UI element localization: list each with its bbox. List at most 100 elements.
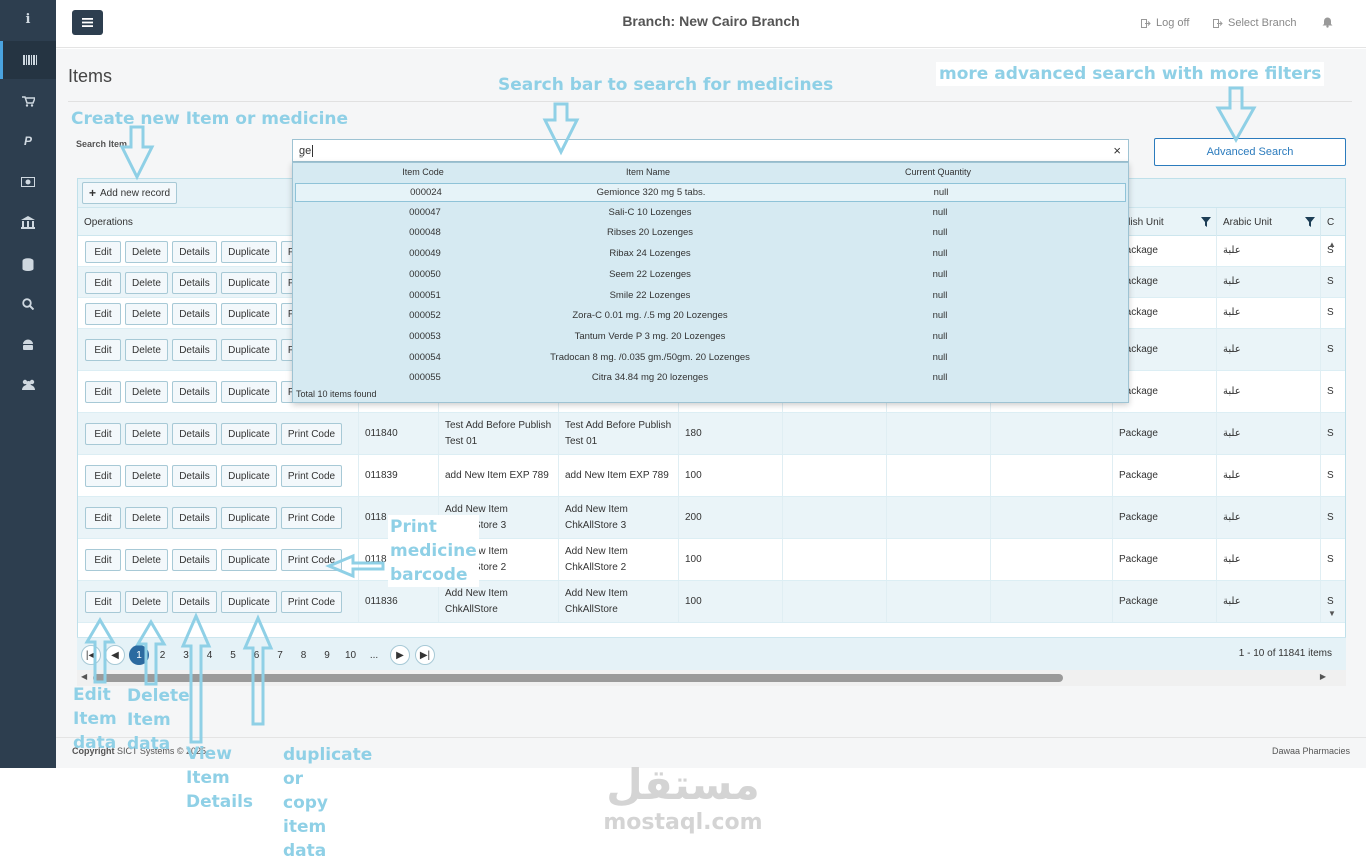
duplicate-button[interactable]: Duplicate [221,381,277,403]
duplicate-button[interactable]: Duplicate [221,423,277,445]
edit-button[interactable]: Edit [85,303,121,325]
prev-page-icon[interactable]: ◀ [105,645,125,665]
delete-button[interactable]: Delete [125,423,168,445]
table-row[interactable]: Edit Delete Details Duplicate Print Code 0118… [78,539,1345,581]
details-button[interactable]: Details [172,465,217,487]
page-number[interactable]: ... [369,649,379,661]
filter-icon[interactable] [1201,217,1211,227]
dropdown-item[interactable]: 000053 Tantum Verde P 3 mg. 20 Lozenges nu… [295,328,1126,347]
first-page-icon[interactable]: |◀ [81,645,101,665]
dropdown-item[interactable]: 000051 Smile 22 Lozenges null [295,287,1126,306]
edit-button[interactable]: Edit [85,381,121,403]
last-page-icon[interactable]: ▶| [415,645,435,665]
page-number[interactable]: 1 [129,645,149,665]
barcode-icon[interactable] [0,41,56,79]
clear-search-icon[interactable]: × [1113,143,1121,158]
duplicate-button[interactable]: Duplicate [221,507,277,529]
duplicate-button[interactable]: Duplicate [221,303,277,325]
edit-button[interactable]: Edit [85,339,121,361]
dropdown-item[interactable]: 000050 Seem 22 Lozenges null [295,266,1126,285]
delete-button[interactable]: Delete [125,272,168,294]
add-new-record-button[interactable]: + Add new record [82,182,178,204]
print-button[interactable]: Print Code [281,549,342,571]
dropdown-item[interactable]: 000048 Ribses 20 Lozenges null [295,224,1126,243]
dropdown-item[interactable]: 000049 Ribax 24 Lozenges null [295,245,1126,264]
edit-button[interactable]: Edit [85,465,121,487]
delete-button[interactable]: Delete [125,381,168,403]
page-number[interactable]: 2 [159,649,166,661]
scroll-up-icon[interactable]: ▲ [1328,240,1336,249]
page-number[interactable]: 3 [183,649,189,661]
edit-button[interactable]: Edit [85,507,121,529]
details-button[interactable]: Details [172,272,217,294]
scroll-down-icon[interactable]: ▼ [1328,609,1336,618]
page-number[interactable]: 4 [206,649,213,661]
dropdown-item[interactable]: 000054 Tradocan 8 mg. /0.035 gm./50gm. 20… [295,349,1126,368]
search-icon[interactable] [0,285,56,323]
page-number[interactable]: 5 [230,649,236,661]
duplicate-button[interactable]: Duplicate [221,465,277,487]
users-icon[interactable] [0,366,56,404]
details-button[interactable]: Details [172,381,217,403]
delete-button[interactable]: Delete [125,549,168,571]
details-button[interactable]: Details [172,423,217,445]
dropdown-item[interactable]: 000052 Zora-C 0.01 mg. /.5 mg 20 Lozenges… [295,307,1126,326]
edit-button[interactable]: Edit [85,423,121,445]
horizontal-scrollbar[interactable]: ◀ ▶ [77,670,1346,686]
cart-icon[interactable] [0,82,56,120]
edit-button[interactable]: Edit [85,272,121,294]
advanced-search-button[interactable]: Advanced Search [1154,138,1346,166]
page-number[interactable]: 7 [277,649,283,661]
delete-button[interactable]: Delete [125,241,168,263]
table-row[interactable]: Edit Delete Details Duplicate Print Code 0118… [78,413,1345,455]
edit-button[interactable]: Edit [85,549,121,571]
bank-icon[interactable] [0,203,56,241]
dropdown-item[interactable]: 000047 Sali-C 10 Lozenges null [295,204,1126,223]
scroll-left-icon[interactable]: ◀ [81,672,88,681]
info-icon[interactable]: i [25,11,31,27]
logoff-link[interactable]: Log off [1141,17,1189,29]
delete-button[interactable]: Delete [125,303,168,325]
search-input[interactable]: ge ש × [292,139,1129,162]
filter-icon[interactable] [1305,217,1315,227]
print-button[interactable]: Print Code [281,591,342,613]
col-operations[interactable]: Operations [84,216,133,228]
col-last[interactable]: C [1320,208,1345,236]
notifications-bell-icon[interactable] [1322,17,1333,28]
print-button[interactable]: Print Code [281,465,342,487]
duplicate-button[interactable]: Duplicate [221,241,277,263]
money-icon[interactable] [0,163,56,201]
database-icon[interactable] [0,245,56,283]
select-branch-link[interactable]: Select Branch [1213,17,1296,29]
page-number[interactable]: 6 [253,649,260,661]
delete-button[interactable]: Delete [125,507,168,529]
dropdown-item[interactable]: 000024 Gemionce 320 mg 5 tabs. null [295,183,1126,202]
table-row[interactable]: Edit Delete Details Duplicate Print Code 0118… [78,497,1345,539]
details-button[interactable]: Details [172,507,217,529]
print-button[interactable]: Print Code [281,423,342,445]
details-button[interactable]: Details [172,241,217,263]
details-button[interactable]: Details [172,549,217,571]
android-icon[interactable] [0,326,56,364]
duplicate-button[interactable]: Duplicate [221,591,277,613]
delete-button[interactable]: Delete [125,591,168,613]
page-number[interactable]: 9 [324,649,330,661]
dropdown-item[interactable]: 000055 Citra 34.84 mg 20 lozenges null [295,369,1126,388]
page-number[interactable]: 10 [344,649,357,661]
col-arabic-unit[interactable]: Arabic Unit [1216,208,1320,236]
duplicate-button[interactable]: Duplicate [221,339,277,361]
table-row[interactable]: Edit Delete Details Duplicate Print Code 0118… [78,581,1345,623]
duplicate-button[interactable]: Duplicate [221,549,277,571]
details-button[interactable]: Details [172,591,217,613]
table-row[interactable]: Edit Delete Details Duplicate Print Code 0118… [78,455,1345,497]
edit-button[interactable]: Edit [85,241,121,263]
details-button[interactable]: Details [172,303,217,325]
scrollbar-thumb[interactable] [93,674,1063,682]
delete-button[interactable]: Delete [125,465,168,487]
print-button[interactable]: Print Code [281,507,342,529]
next-page-icon[interactable]: ▶ [390,645,410,665]
duplicate-button[interactable]: Duplicate [221,272,277,294]
vertical-scrollbar[interactable]: ▲ ▼ [1325,240,1341,618]
edit-button[interactable]: Edit [85,591,121,613]
page-number[interactable]: 8 [300,649,307,661]
